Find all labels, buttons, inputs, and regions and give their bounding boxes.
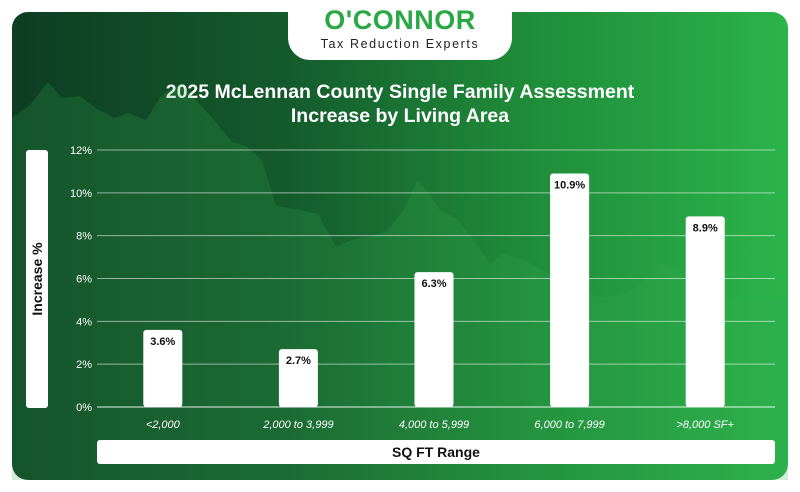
bar-value-label: 8.9% <box>693 222 718 234</box>
label-layer: 0% 2% 4% 6% 8% 10% 12% 3.6% <2,000 2.7% 2,000 to 3… <box>70 145 735 431</box>
y-tick-label: 4% <box>76 316 92 328</box>
chart-card <box>12 12 788 480</box>
y-tick-label: 0% <box>76 402 92 414</box>
brand-tagline: Tax Reduction Experts <box>320 37 480 51</box>
y-tick-label: 10% <box>70 188 92 200</box>
bar <box>414 272 454 407</box>
x-category-label: 4,000 to 5,999 <box>399 419 469 431</box>
x-category-label: 2,000 to 3,999 <box>262 419 333 431</box>
bar-value-label: 3.6% <box>150 336 175 348</box>
y-tick-label: 2% <box>76 359 92 371</box>
bar <box>143 329 183 407</box>
grid-layer <box>97 149 775 408</box>
y-axis-label-box <box>26 150 48 408</box>
y-tick-label: 8% <box>76 231 92 243</box>
bar-value-label: 10.9% <box>554 180 585 192</box>
x-category-label: 6,000 to 7,999 <box>534 419 604 431</box>
brand-logo: O'CONNOR Tax Reduction Experts <box>288 0 512 60</box>
x-category-label: <2,000 <box>146 419 181 431</box>
bar-layer <box>143 173 725 407</box>
background-mountain <box>12 82 788 480</box>
bar <box>550 173 590 407</box>
bar-value-label: 2.7% <box>286 355 311 367</box>
y-axis-label: Increase % <box>29 242 45 316</box>
bar-value-label: 6.3% <box>421 278 446 290</box>
chart-title-line-2: Increase by Living Area <box>290 105 510 127</box>
x-axis-label: SQ FT Range <box>97 440 775 464</box>
x-category-label: >8,000 SF+ <box>676 419 734 431</box>
brand-name: O'CONNOR <box>324 5 476 35</box>
chart-title-line-1: 2025 McLennan County Single Family Asses… <box>165 81 635 103</box>
bar <box>278 349 318 407</box>
y-tick-label: 12% <box>70 145 92 157</box>
y-tick-label: 6% <box>76 274 92 286</box>
chart-title: 2025 McLennan County Single Family Asses… <box>0 80 800 128</box>
bar <box>685 216 725 407</box>
